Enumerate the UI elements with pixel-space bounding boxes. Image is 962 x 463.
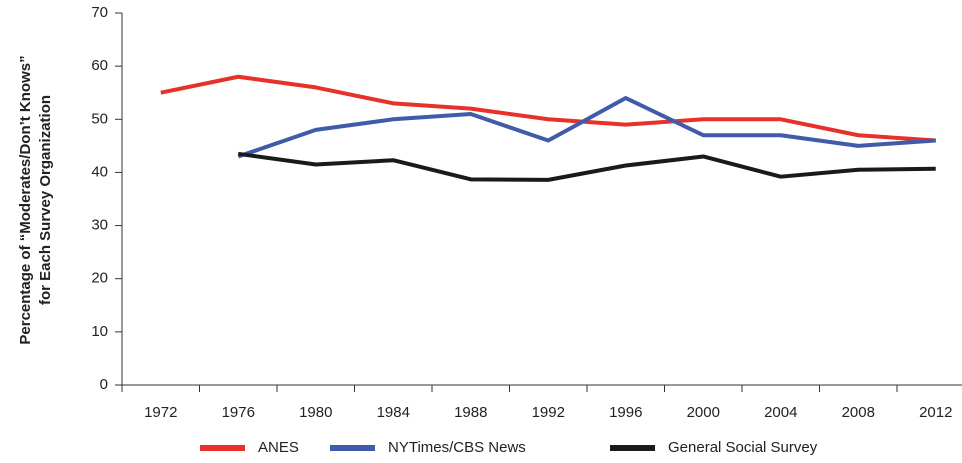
x-tick-label: 2012 bbox=[919, 404, 952, 421]
x-tick-label: 1996 bbox=[609, 404, 642, 421]
y-tick-label: 20 bbox=[91, 270, 108, 287]
y-tick-label: 60 bbox=[91, 57, 108, 74]
series-line bbox=[160, 74, 936, 143]
y-tick-label: 0 bbox=[100, 376, 108, 393]
legend-label: ANES bbox=[258, 439, 299, 456]
x-tick-label: 2000 bbox=[687, 404, 720, 421]
x-tick-label: 1984 bbox=[377, 404, 410, 421]
legend-label: General Social Survey bbox=[668, 439, 818, 456]
y-tick-label: 30 bbox=[91, 217, 108, 234]
x-tick-label: 2008 bbox=[842, 404, 875, 421]
y-axis-label: for Each Survey Organization bbox=[37, 95, 54, 305]
series-line bbox=[237, 96, 936, 159]
y-tick-label: 40 bbox=[91, 163, 108, 180]
x-tick-label: 1980 bbox=[299, 404, 332, 421]
y-tick-label: 50 bbox=[91, 110, 108, 127]
x-tick-label: 1992 bbox=[532, 404, 565, 421]
series-line bbox=[237, 151, 936, 182]
legend-label: NYTimes/CBS News bbox=[388, 439, 526, 456]
x-tick-label: 1972 bbox=[144, 404, 177, 421]
y-tick-label: 70 bbox=[91, 4, 108, 21]
y-axis-label: Percentage of “Moderates/Don’t Knows” bbox=[17, 55, 34, 344]
x-tick-label: 2004 bbox=[764, 404, 797, 421]
x-tick-label: 1976 bbox=[222, 404, 255, 421]
y-tick-label: 10 bbox=[91, 323, 108, 340]
x-tick-label: 1988 bbox=[454, 404, 487, 421]
